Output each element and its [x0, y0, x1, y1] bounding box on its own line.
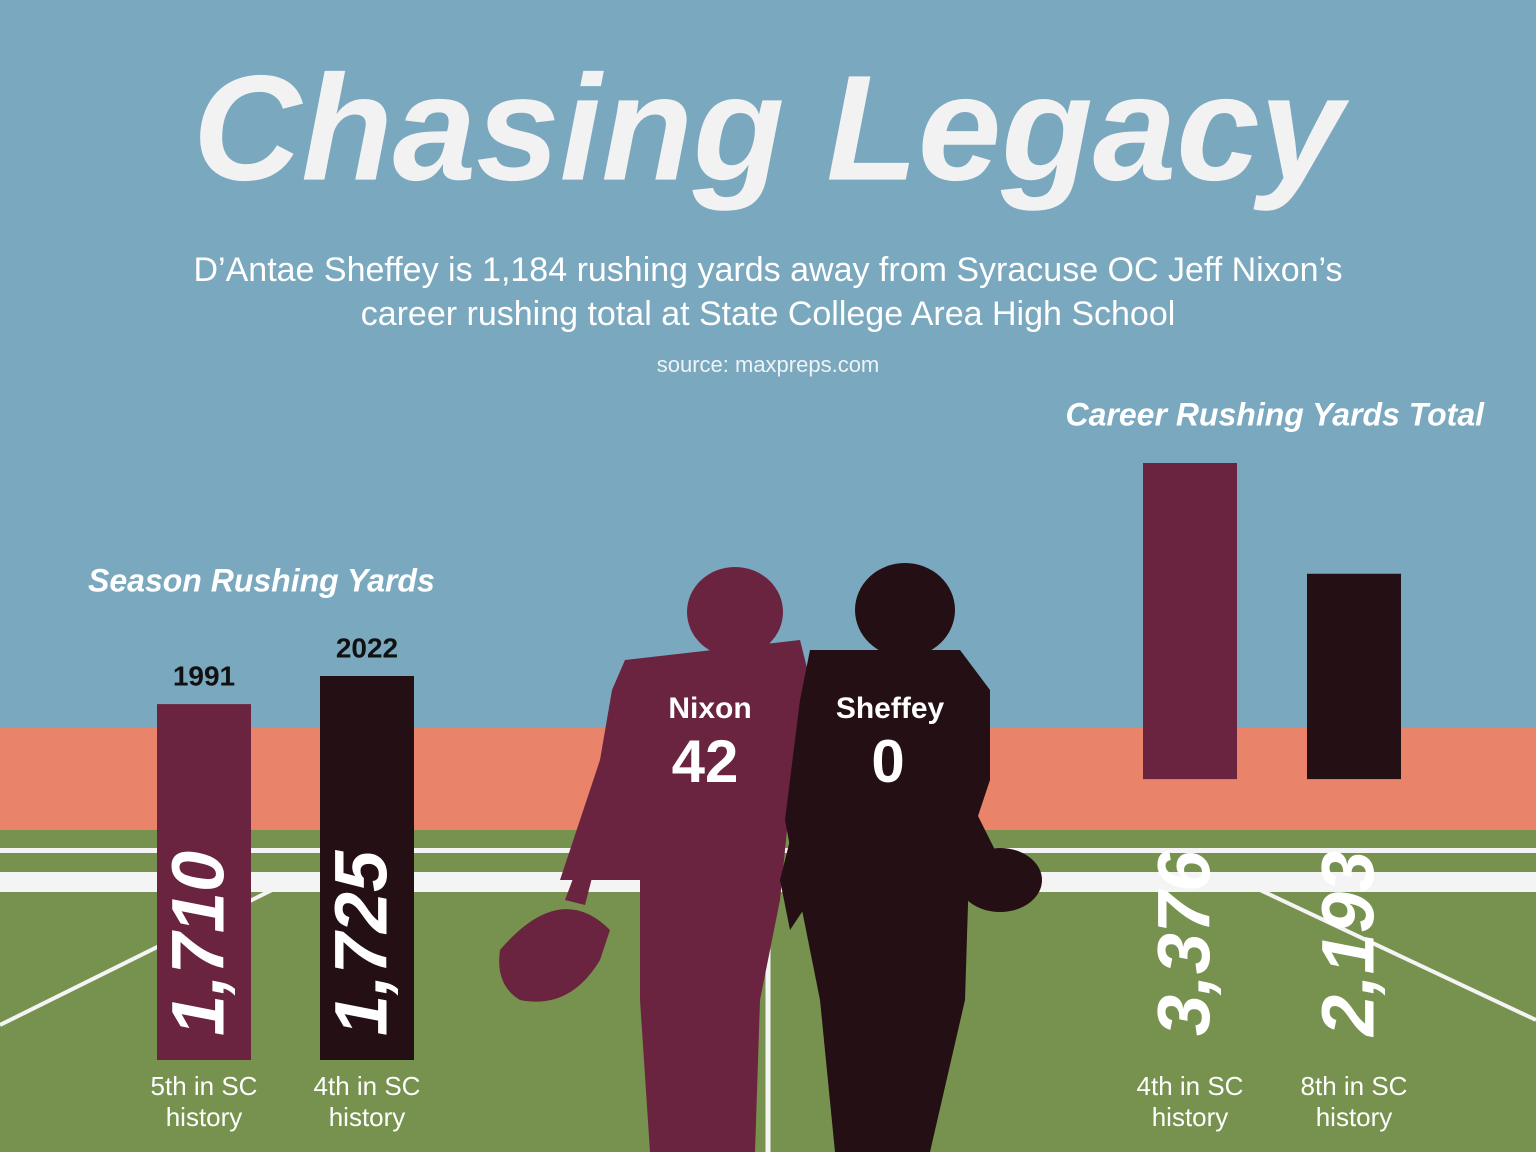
- value-label: 1,710: [157, 851, 240, 1036]
- bar: [320, 676, 414, 1060]
- value-label: 3,376: [1143, 850, 1226, 1036]
- annotation: history: [329, 1102, 406, 1132]
- bar: [1307, 573, 1401, 780]
- field-line: [1259, 888, 1536, 1022]
- bar: [1143, 463, 1237, 780]
- annotation: history: [1152, 1102, 1229, 1132]
- nixon-silhouette: [499, 567, 815, 1152]
- chart-title: Career Rushing Yards Total: [1066, 396, 1486, 432]
- bar: [157, 704, 251, 1060]
- annotation: 4th in SC: [1137, 1071, 1244, 1101]
- annotation: 5th in SC: [151, 1071, 258, 1101]
- annotation: history: [1316, 1102, 1393, 1132]
- annotation: history: [166, 1102, 243, 1132]
- source: source: maxpreps.com: [657, 352, 880, 377]
- value-label: 1,725: [320, 849, 403, 1036]
- annotation: 8th in SC: [1301, 1071, 1408, 1101]
- player-number: 0: [871, 728, 904, 795]
- chart-title: Season Rushing Yards: [88, 562, 435, 598]
- category-label: 1991: [173, 660, 235, 691]
- annotation: 4th in SC: [314, 1071, 421, 1101]
- player-number: 42: [672, 728, 739, 795]
- title: Chasing Legacy: [193, 44, 1350, 212]
- player-name: Nixon: [668, 692, 751, 725]
- sheffey-silhouette: [780, 563, 1042, 1152]
- category-label: 2022: [336, 632, 398, 663]
- value-label: 2,193: [1307, 851, 1390, 1038]
- player-name: Sheffey: [836, 692, 945, 725]
- subtitle: career rushing total at State College Ar…: [361, 295, 1176, 333]
- subtitle: D’Antae Sheffey is 1,184 rushing yards a…: [194, 251, 1343, 289]
